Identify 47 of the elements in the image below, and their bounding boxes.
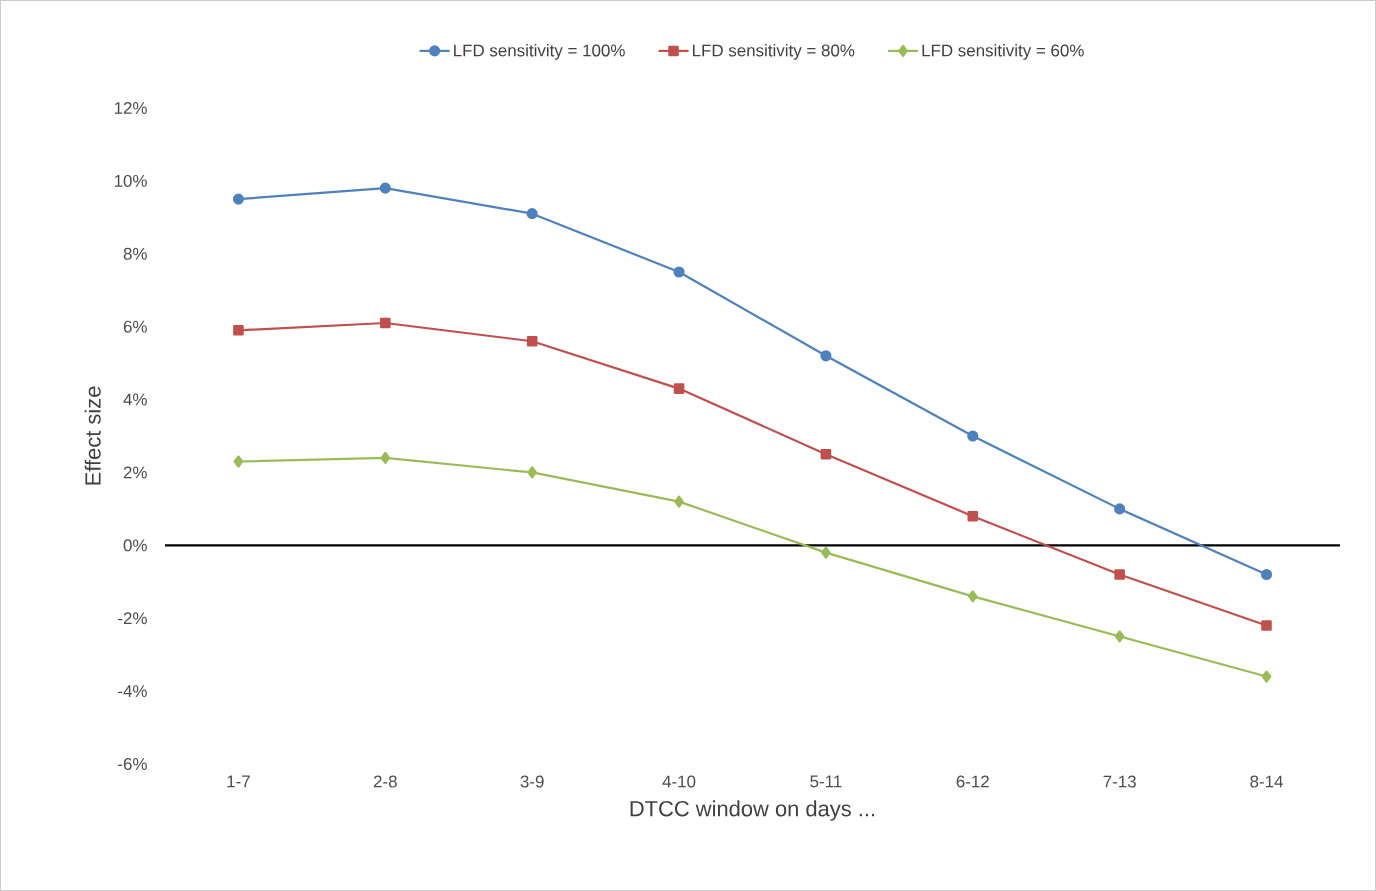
y-tick-label: -2% (118, 612, 147, 625)
x-tick-label: 3-9 (520, 775, 544, 788)
y-tick-label: 10% (114, 174, 147, 187)
point (526, 335, 538, 347)
point (1114, 569, 1125, 580)
point (1260, 568, 1273, 581)
y-tick-label: 8% (123, 247, 147, 260)
y-tick-label: 12% (114, 102, 147, 114)
y-tick-label: -4% (118, 685, 147, 698)
point (527, 466, 538, 479)
point (380, 317, 391, 329)
x-tick-label: 1-7 (227, 775, 250, 788)
point (674, 495, 684, 508)
x-tick-label: 8-14 (1250, 775, 1283, 788)
x-tick-label: 4-10 (662, 775, 696, 788)
point (821, 546, 831, 559)
point (233, 455, 244, 468)
y-tick-label: 2% (123, 466, 147, 479)
point (1261, 620, 1272, 631)
point (967, 430, 979, 442)
y-tick-label: 4% (123, 393, 147, 406)
y-tick-label: 0% (123, 539, 147, 552)
legend-label: LFD sensitivity = 80% (693, 44, 855, 60)
point (379, 182, 391, 194)
point (1114, 630, 1125, 643)
point (233, 325, 244, 336)
x-tick-label: 6-12 (956, 775, 989, 788)
point (1114, 503, 1126, 515)
legend-label: LFD sensitivity = 100% (454, 44, 625, 60)
x-axis-title: DTCC window on days ... (630, 800, 875, 821)
point (232, 193, 245, 205)
x-tick-label: 7-13 (1103, 775, 1136, 788)
point (820, 448, 832, 460)
point (820, 350, 832, 362)
point (1261, 670, 1272, 683)
point (380, 451, 391, 464)
x-tick-label: 5-11 (810, 775, 842, 788)
point (967, 590, 978, 603)
x-tick-label: 2-8 (373, 775, 397, 788)
legend-label: LFD sensitivity = 60% (922, 44, 1084, 60)
y-axis-title: Effect size (84, 386, 101, 485)
point (673, 383, 685, 394)
point (526, 208, 538, 220)
y-tick-label: -6% (118, 758, 147, 770)
point (673, 266, 685, 278)
point (967, 510, 979, 522)
y-tick-label: 6% (123, 320, 147, 333)
